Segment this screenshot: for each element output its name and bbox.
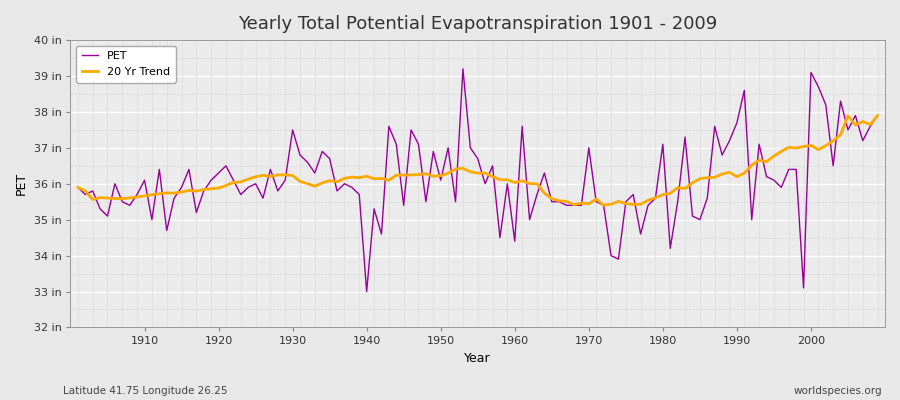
PET: [457, 66, 468, 71]
Line: 20 Yr Trend: 20 Yr Trend: [78, 116, 878, 205]
PET: [361, 289, 372, 294]
20 Yr Trend: [606, 202, 616, 207]
PET: [131, 192, 142, 197]
Legend: PET, 20 Yr Trend: PET, 20 Yr Trend: [76, 46, 176, 82]
20 Yr Trend: [509, 180, 520, 185]
Text: worldspecies.org: worldspecies.org: [794, 386, 882, 396]
20 Yr Trend: [339, 176, 350, 181]
PET: [73, 185, 84, 190]
PET: [613, 257, 624, 262]
20 Yr Trend: [598, 203, 609, 208]
20 Yr Trend: [131, 195, 142, 200]
Line: PET: PET: [78, 69, 878, 292]
Text: Latitude 41.75 Longitude 26.25: Latitude 41.75 Longitude 26.25: [63, 386, 228, 396]
PET: [517, 124, 527, 129]
PET: [872, 113, 883, 118]
PET: [524, 217, 535, 222]
20 Yr Trend: [872, 113, 883, 118]
PET: [339, 181, 350, 186]
X-axis label: Year: Year: [464, 352, 491, 365]
20 Yr Trend: [294, 179, 305, 184]
20 Yr Trend: [73, 185, 84, 190]
Title: Yearly Total Potential Evapotranspiration 1901 - 2009: Yearly Total Potential Evapotranspiratio…: [238, 15, 717, 33]
Y-axis label: PET: PET: [15, 172, 28, 195]
PET: [294, 153, 305, 158]
20 Yr Trend: [502, 178, 513, 182]
